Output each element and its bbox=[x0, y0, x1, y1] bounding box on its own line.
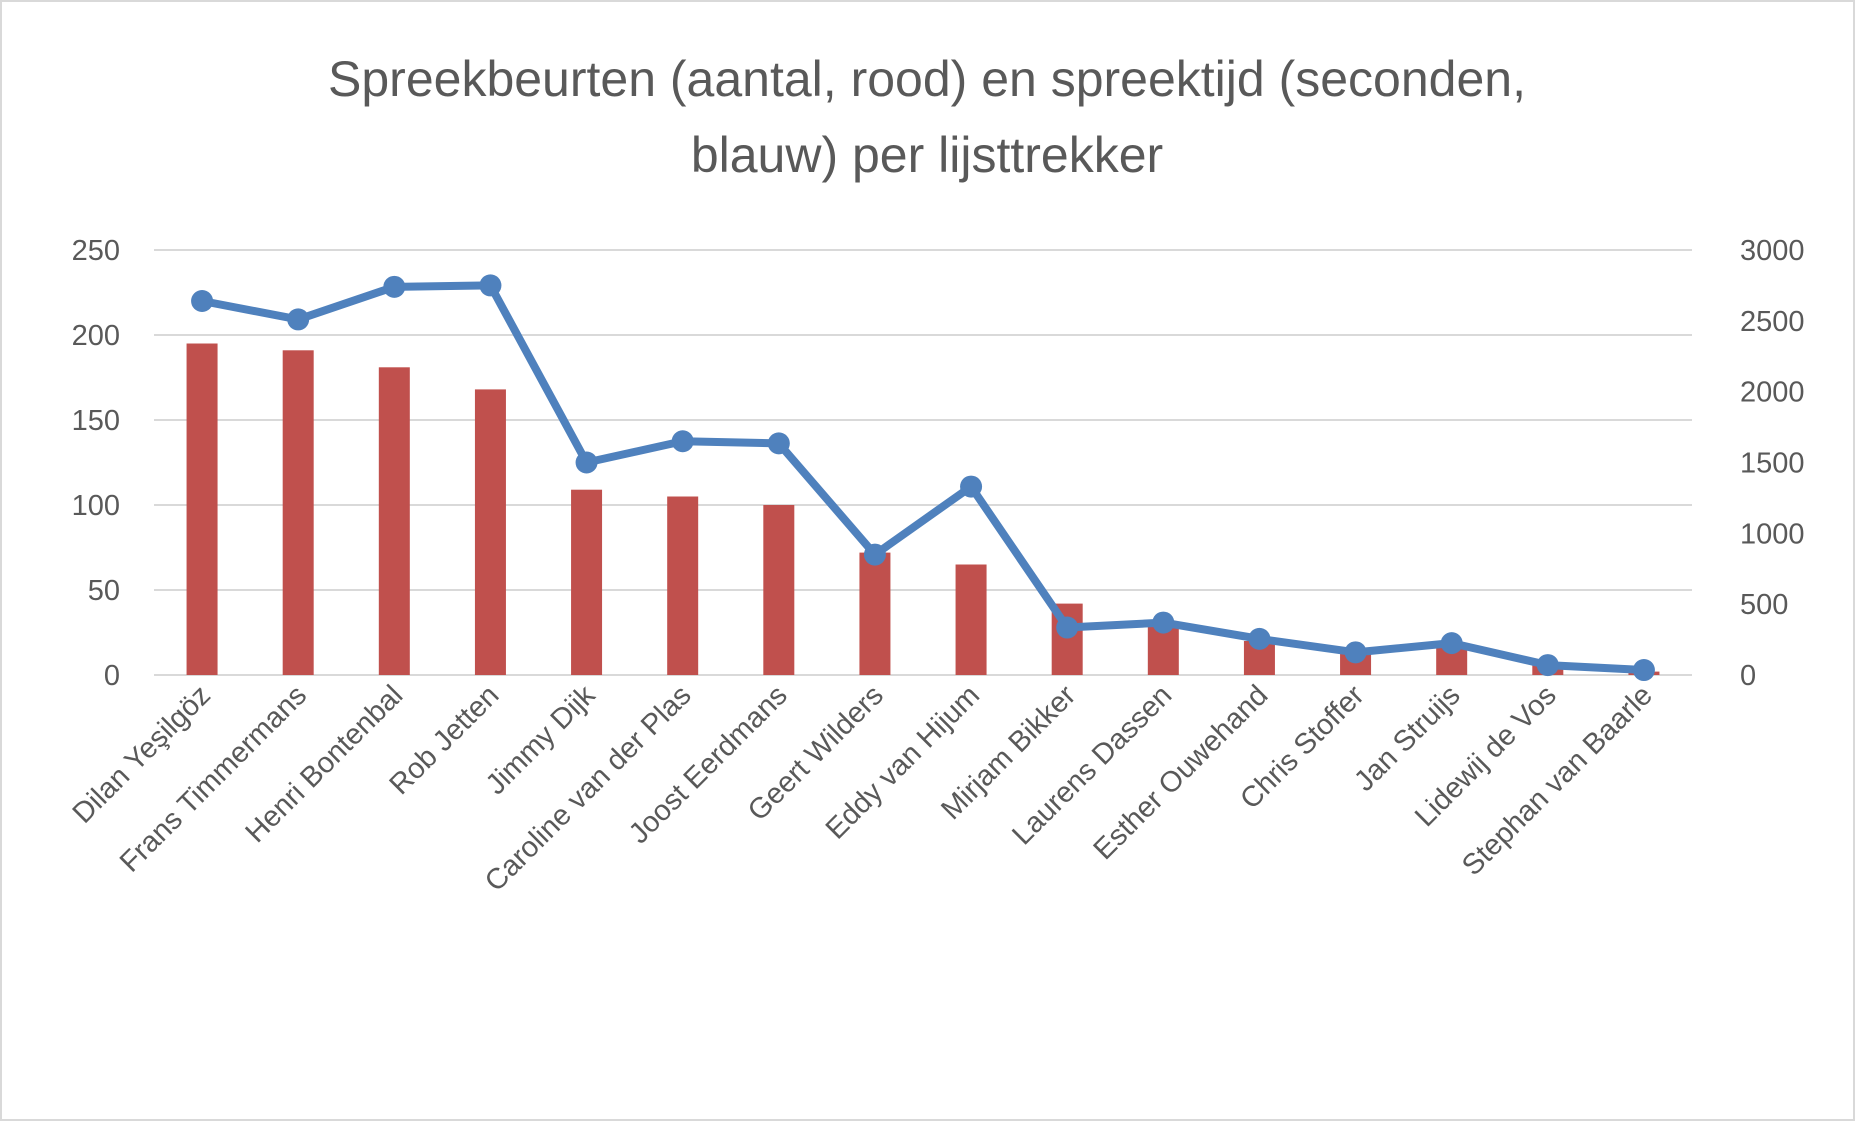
bar bbox=[186, 343, 218, 675]
bar bbox=[571, 489, 603, 675]
line-point bbox=[191, 290, 214, 312]
line-point bbox=[1248, 627, 1271, 650]
bar bbox=[667, 496, 699, 675]
line-point bbox=[383, 275, 406, 298]
right-tick-label: 3000 bbox=[1740, 235, 1805, 267]
line-point bbox=[960, 475, 983, 498]
right-tick-label: 1000 bbox=[1740, 518, 1805, 550]
line-point bbox=[863, 543, 886, 566]
chart-title-line-1: Spreekbeurten (aantal, rood) en spreekti… bbox=[328, 51, 1526, 107]
line-series bbox=[191, 274, 1655, 682]
bar bbox=[474, 389, 506, 675]
line-point bbox=[1056, 616, 1079, 639]
line-point bbox=[287, 308, 310, 331]
right-tick-label: 500 bbox=[1740, 589, 1788, 621]
bar bbox=[378, 367, 410, 675]
line-point bbox=[1536, 654, 1559, 677]
right-tick-label: 1500 bbox=[1740, 448, 1805, 480]
bar-series bbox=[186, 343, 1660, 675]
left-tick-label: 100 bbox=[72, 490, 120, 522]
left-tick-label: 200 bbox=[72, 320, 120, 352]
line-point bbox=[575, 451, 598, 474]
left-tick-label: 0 bbox=[104, 660, 120, 692]
left-tick-label: 50 bbox=[88, 575, 120, 607]
right-tick-label: 2000 bbox=[1740, 377, 1805, 409]
bar bbox=[955, 564, 987, 675]
right-tick-label: 0 bbox=[1740, 660, 1756, 692]
bar bbox=[859, 552, 891, 675]
line-point bbox=[1440, 632, 1463, 655]
line-point bbox=[1152, 611, 1175, 634]
left-tick-label: 250 bbox=[72, 235, 120, 267]
line-point bbox=[671, 430, 694, 453]
line-point bbox=[1632, 659, 1655, 682]
gridlines bbox=[154, 249, 1692, 676]
bar bbox=[282, 350, 314, 675]
series-line bbox=[201, 281, 1645, 675]
left-tick-label: 150 bbox=[72, 405, 120, 437]
bar bbox=[763, 505, 795, 675]
line-point bbox=[1344, 641, 1367, 664]
chart-title-line-2: blauw) per lijsttrekker bbox=[691, 127, 1163, 183]
line-point bbox=[479, 274, 502, 297]
right-tick-label: 2500 bbox=[1740, 306, 1805, 338]
line-point bbox=[767, 432, 790, 455]
